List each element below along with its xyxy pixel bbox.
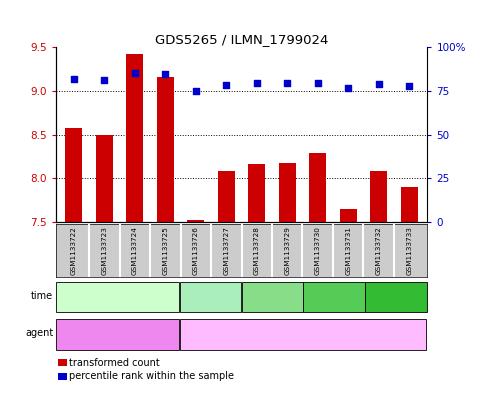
Text: GSM1133731: GSM1133731: [345, 226, 351, 275]
Text: agent: agent: [25, 328, 53, 338]
Text: time: time: [31, 291, 53, 301]
Bar: [96, 134, 113, 222]
Point: [222, 82, 230, 88]
Point: [314, 80, 322, 86]
Bar: [279, 163, 296, 222]
Text: GSM1133723: GSM1133723: [101, 226, 107, 275]
Text: GSM1133726: GSM1133726: [193, 226, 199, 275]
Text: percentile rank within the sample: percentile rank within the sample: [69, 371, 234, 382]
Bar: [66, 129, 82, 222]
Point: [100, 76, 108, 83]
Text: ▶: ▶: [57, 329, 63, 338]
Text: GSM1133733: GSM1133733: [406, 226, 412, 275]
Bar: [401, 187, 417, 222]
Text: hour 48: hour 48: [315, 292, 354, 302]
Point: [253, 80, 261, 86]
Text: hour 12: hour 12: [192, 292, 229, 302]
Point: [70, 75, 78, 82]
Bar: [340, 209, 356, 222]
Point: [375, 81, 383, 87]
Point: [192, 88, 199, 94]
Point: [284, 80, 291, 86]
Point: [161, 71, 169, 77]
Text: GSM1133724: GSM1133724: [132, 226, 138, 275]
Bar: [370, 171, 387, 222]
Text: GSM1133730: GSM1133730: [315, 226, 321, 275]
Text: GSM1133729: GSM1133729: [284, 226, 290, 275]
Text: GSM1133732: GSM1133732: [376, 226, 382, 275]
Text: hour 24: hour 24: [254, 292, 291, 302]
Text: ▶: ▶: [57, 291, 63, 300]
Bar: [157, 77, 174, 222]
Text: mycophenolic acid: mycophenolic acid: [258, 329, 349, 340]
Point: [344, 85, 352, 92]
Title: GDS5265 / ILMN_1799024: GDS5265 / ILMN_1799024: [155, 33, 328, 46]
Bar: [218, 171, 235, 222]
Point: [131, 70, 139, 76]
Bar: [309, 153, 326, 222]
Text: GSM1133722: GSM1133722: [71, 226, 77, 275]
Text: GSM1133725: GSM1133725: [162, 226, 168, 275]
Text: hour 0: hour 0: [102, 292, 133, 302]
Text: hour 72: hour 72: [377, 292, 415, 302]
Bar: [248, 164, 265, 222]
Text: GSM1133727: GSM1133727: [223, 226, 229, 275]
Bar: [187, 220, 204, 222]
Text: untreated control: untreated control: [75, 329, 160, 340]
Bar: [127, 54, 143, 222]
Point: [405, 83, 413, 89]
Text: transformed count: transformed count: [69, 358, 160, 368]
Text: GSM1133728: GSM1133728: [254, 226, 260, 275]
